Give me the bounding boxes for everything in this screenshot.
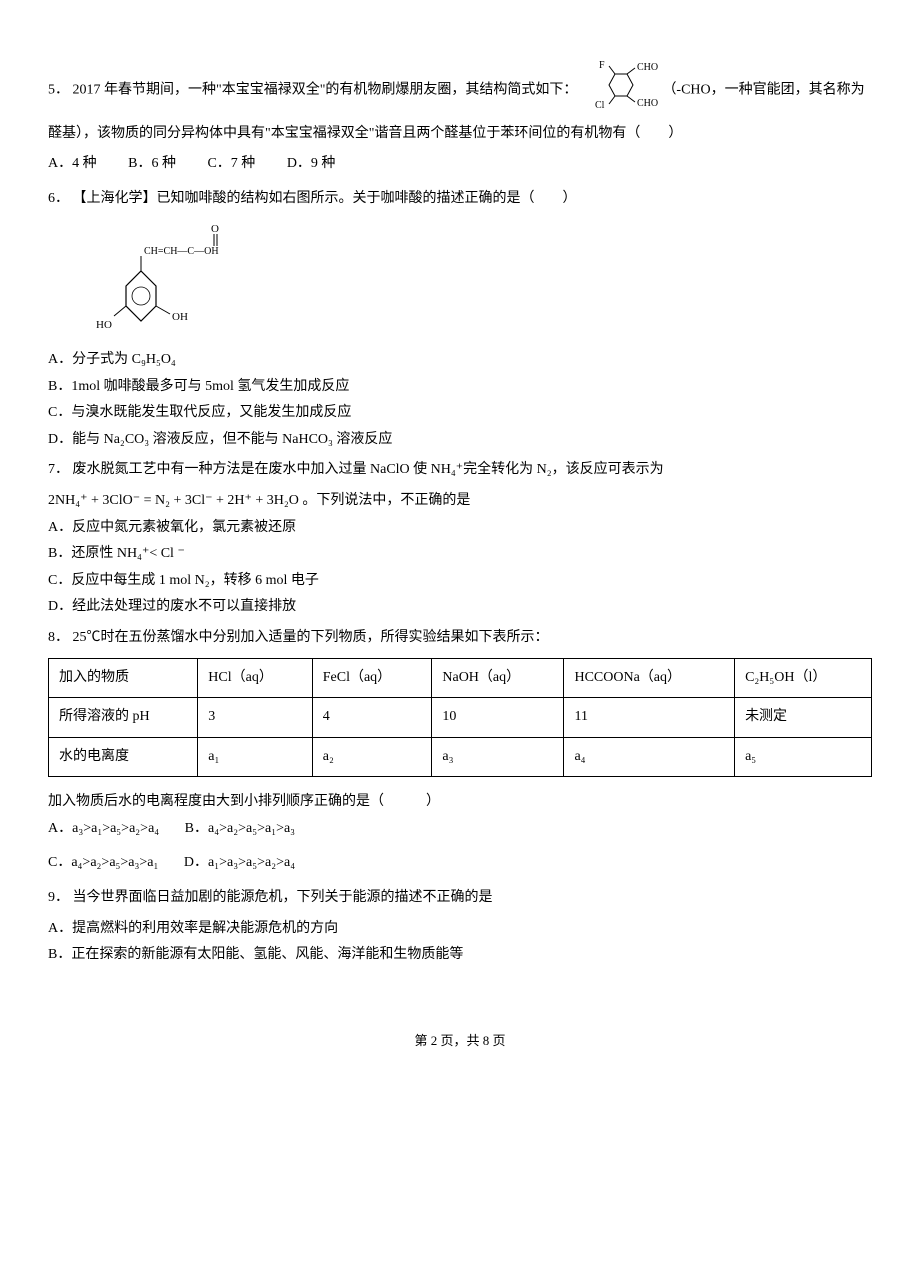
q5-options: A．4 种 B．6 种 C．7 种 D．9 种 xyxy=(48,151,872,178)
q9-opt-A: A．提高燃料的利用效率是解决能源危机的方向 xyxy=(48,916,872,943)
a-4: a₄ xyxy=(564,737,735,777)
q7-opt-A: A．反应中氮元素被氧化，氯元素被还原 xyxy=(48,515,872,542)
q5-label-CHO1: CHO xyxy=(637,62,658,73)
q5-opt-C: C．7 种 xyxy=(207,156,255,171)
question-5: 5． 2017 年春节期间，一种"本宝宝福禄双全"的有机物刷爆朋友圈，其结构简式… xyxy=(48,60,872,147)
q8-table: 加入的物质 HCl（aq） FeCl（aq） NaOH（aq） HCCOONa（… xyxy=(48,658,872,778)
q5-text-a: 2017 年春节期间，一种"本宝宝福禄双全"的有机物刷爆朋友圈，其结构简式如下： xyxy=(73,83,578,98)
q8-number: 8． xyxy=(48,630,69,645)
q6-text: 【上海化学】已知咖啡酸的结构如右图所示。关于咖啡酸的描述正确的是（ ） xyxy=(73,191,577,206)
q6-opt-B: B．1mol 咖啡酸最多可与 5mol 氢气发生加成反应 xyxy=(48,374,872,401)
a-5: a₅ xyxy=(735,737,872,777)
question-9: 9． 当今世界面临日益加剧的能源危机，下列关于能源的描述不正确的是 xyxy=(48,885,872,912)
q7-equation-line: 2NH₄⁺ + 3ClO⁻ = N₂ + 3Cl⁻ + 2H⁺ + 3H₂O 。… xyxy=(48,488,872,515)
q6-label-HO: HO xyxy=(96,319,112,331)
question-6: 6． 【上海化学】已知咖啡酸的结构如右图所示。关于咖啡酸的描述正确的是（ ） xyxy=(48,186,872,213)
q6-label-chain: CH=CH—C—OH xyxy=(144,246,219,257)
q7-text-a: 废水脱氮工艺中有一种方法是在废水中加入过量 NaClO 使 NH₄⁺完全转化为 … xyxy=(73,462,664,477)
a-2: a₂ xyxy=(312,737,432,777)
table-row-ph: 所得溶液的 pH 3 4 10 11 未测定 xyxy=(49,698,872,738)
th-4: HCCOONa（aq） xyxy=(564,658,735,698)
q7-opt-B: B．还原性 NH₄⁺< Cl ⁻ xyxy=(48,541,872,568)
question-8: 8． 25℃时在五份蒸馏水中分别加入适量的下列物质，所得实验结果如下表所示： xyxy=(48,625,872,652)
ph-2: 4 xyxy=(312,698,432,738)
q7-number: 7． xyxy=(48,462,69,477)
q8-opt-A: A．a₃>a₁>a₅>a₂>a₄ xyxy=(48,821,159,836)
ph-3: 10 xyxy=(432,698,564,738)
q8-opt-C: C．a₄>a₂>a₅>a₃>a₁ xyxy=(48,855,158,870)
ph-1: 3 xyxy=(198,698,312,738)
q7-opt-D: D．经此法处理过的废水不可以直接排放 xyxy=(48,594,872,621)
q8-prompt: 加入物质后水的电离程度由大到小排列顺序正确的是（ ） xyxy=(48,789,872,816)
q9-opt-B: B．正在探索的新能源有太阳能、氢能、风能、海洋能和生物质能等 xyxy=(48,942,872,969)
q5-label-F: F xyxy=(599,60,605,71)
q6-label-O: O xyxy=(211,223,219,235)
ph-4: 11 xyxy=(564,698,735,738)
q8-options-row2: C．a₄>a₂>a₅>a₃>a₁ D．a₁>a₃>a₅>a₂>a₄ xyxy=(48,850,872,877)
q6-number: 6． xyxy=(48,191,69,206)
a-1: a₁ xyxy=(198,737,312,777)
q5-opt-B: B．6 种 xyxy=(128,156,176,171)
q9-text: 当今世界面临日益加剧的能源危机，下列关于能源的描述不正确的是 xyxy=(73,890,493,905)
q7-text-b: 。下列说法中，不正确的是 xyxy=(302,493,470,508)
page-footer: 第 2 页，共 8 页 xyxy=(48,1029,872,1054)
question-7: 7． 废水脱氮工艺中有一种方法是在废水中加入过量 NaClO 使 NH₄⁺完全转… xyxy=(48,457,872,484)
th-3: NaOH（aq） xyxy=(432,658,564,698)
q8-options-row1: A．a₃>a₁>a₅>a₂>a₄ B．a₄>a₂>a₅>a₁>a₃ xyxy=(48,816,872,843)
th-0: 加入的物质 xyxy=(49,658,198,698)
q5-label-CHO2: CHO xyxy=(637,98,658,109)
q5-opt-D: D．9 种 xyxy=(287,156,336,171)
th-1: HCl（aq） xyxy=(198,658,312,698)
q7-opt-C: C．反应中每生成 1 mol N₂，转移 6 mol 电子 xyxy=(48,568,872,595)
a-3: a₃ xyxy=(432,737,564,777)
q6-opt-D: D．能与 Na₂CO₃ 溶液反应，但不能与 NaHCO₃ 溶液反应 xyxy=(48,427,872,454)
q5-number: 5． xyxy=(48,83,69,98)
q8-opt-D: D．a₁>a₃>a₅>a₂>a₄ xyxy=(184,855,295,870)
q9-number: 9． xyxy=(48,890,69,905)
q5-label-Cl: Cl xyxy=(595,100,605,111)
ph-0: 所得溶液的 pH xyxy=(49,698,198,738)
q8-opt-B: B．a₄>a₂>a₅>a₁>a₃ xyxy=(185,821,295,836)
q6-opt-C: C．与溴水既能发生取代反应，又能发生加成反应 xyxy=(48,400,872,427)
th-5: C₂H₅OH（l） xyxy=(735,658,872,698)
q6-label-OH: OH xyxy=(172,311,188,323)
ph-5: 未测定 xyxy=(735,698,872,738)
q5-structure: F Cl CHO CHO xyxy=(581,60,659,121)
q5-opt-A: A．4 种 xyxy=(48,156,97,171)
q7-equation: 2NH₄⁺ + 3ClO⁻ = N₂ + 3Cl⁻ + 2H⁺ + 3H₂O xyxy=(48,493,299,508)
table-row-a: 水的电离度 a₁ a₂ a₃ a₄ a₅ xyxy=(49,737,872,777)
q6-structure: HO OH CH=CH—C—OH O xyxy=(48,216,872,347)
th-2: FeCl（aq） xyxy=(312,658,432,698)
q6-opt-A: A．分子式为 C₉H₅O₄ xyxy=(48,347,872,374)
table-row-header: 加入的物质 HCl（aq） FeCl（aq） NaOH（aq） HCCOONa（… xyxy=(49,658,872,698)
a-0: 水的电离度 xyxy=(49,737,198,777)
q8-text: 25℃时在五份蒸馏水中分别加入适量的下列物质，所得实验结果如下表所示： xyxy=(73,630,549,645)
